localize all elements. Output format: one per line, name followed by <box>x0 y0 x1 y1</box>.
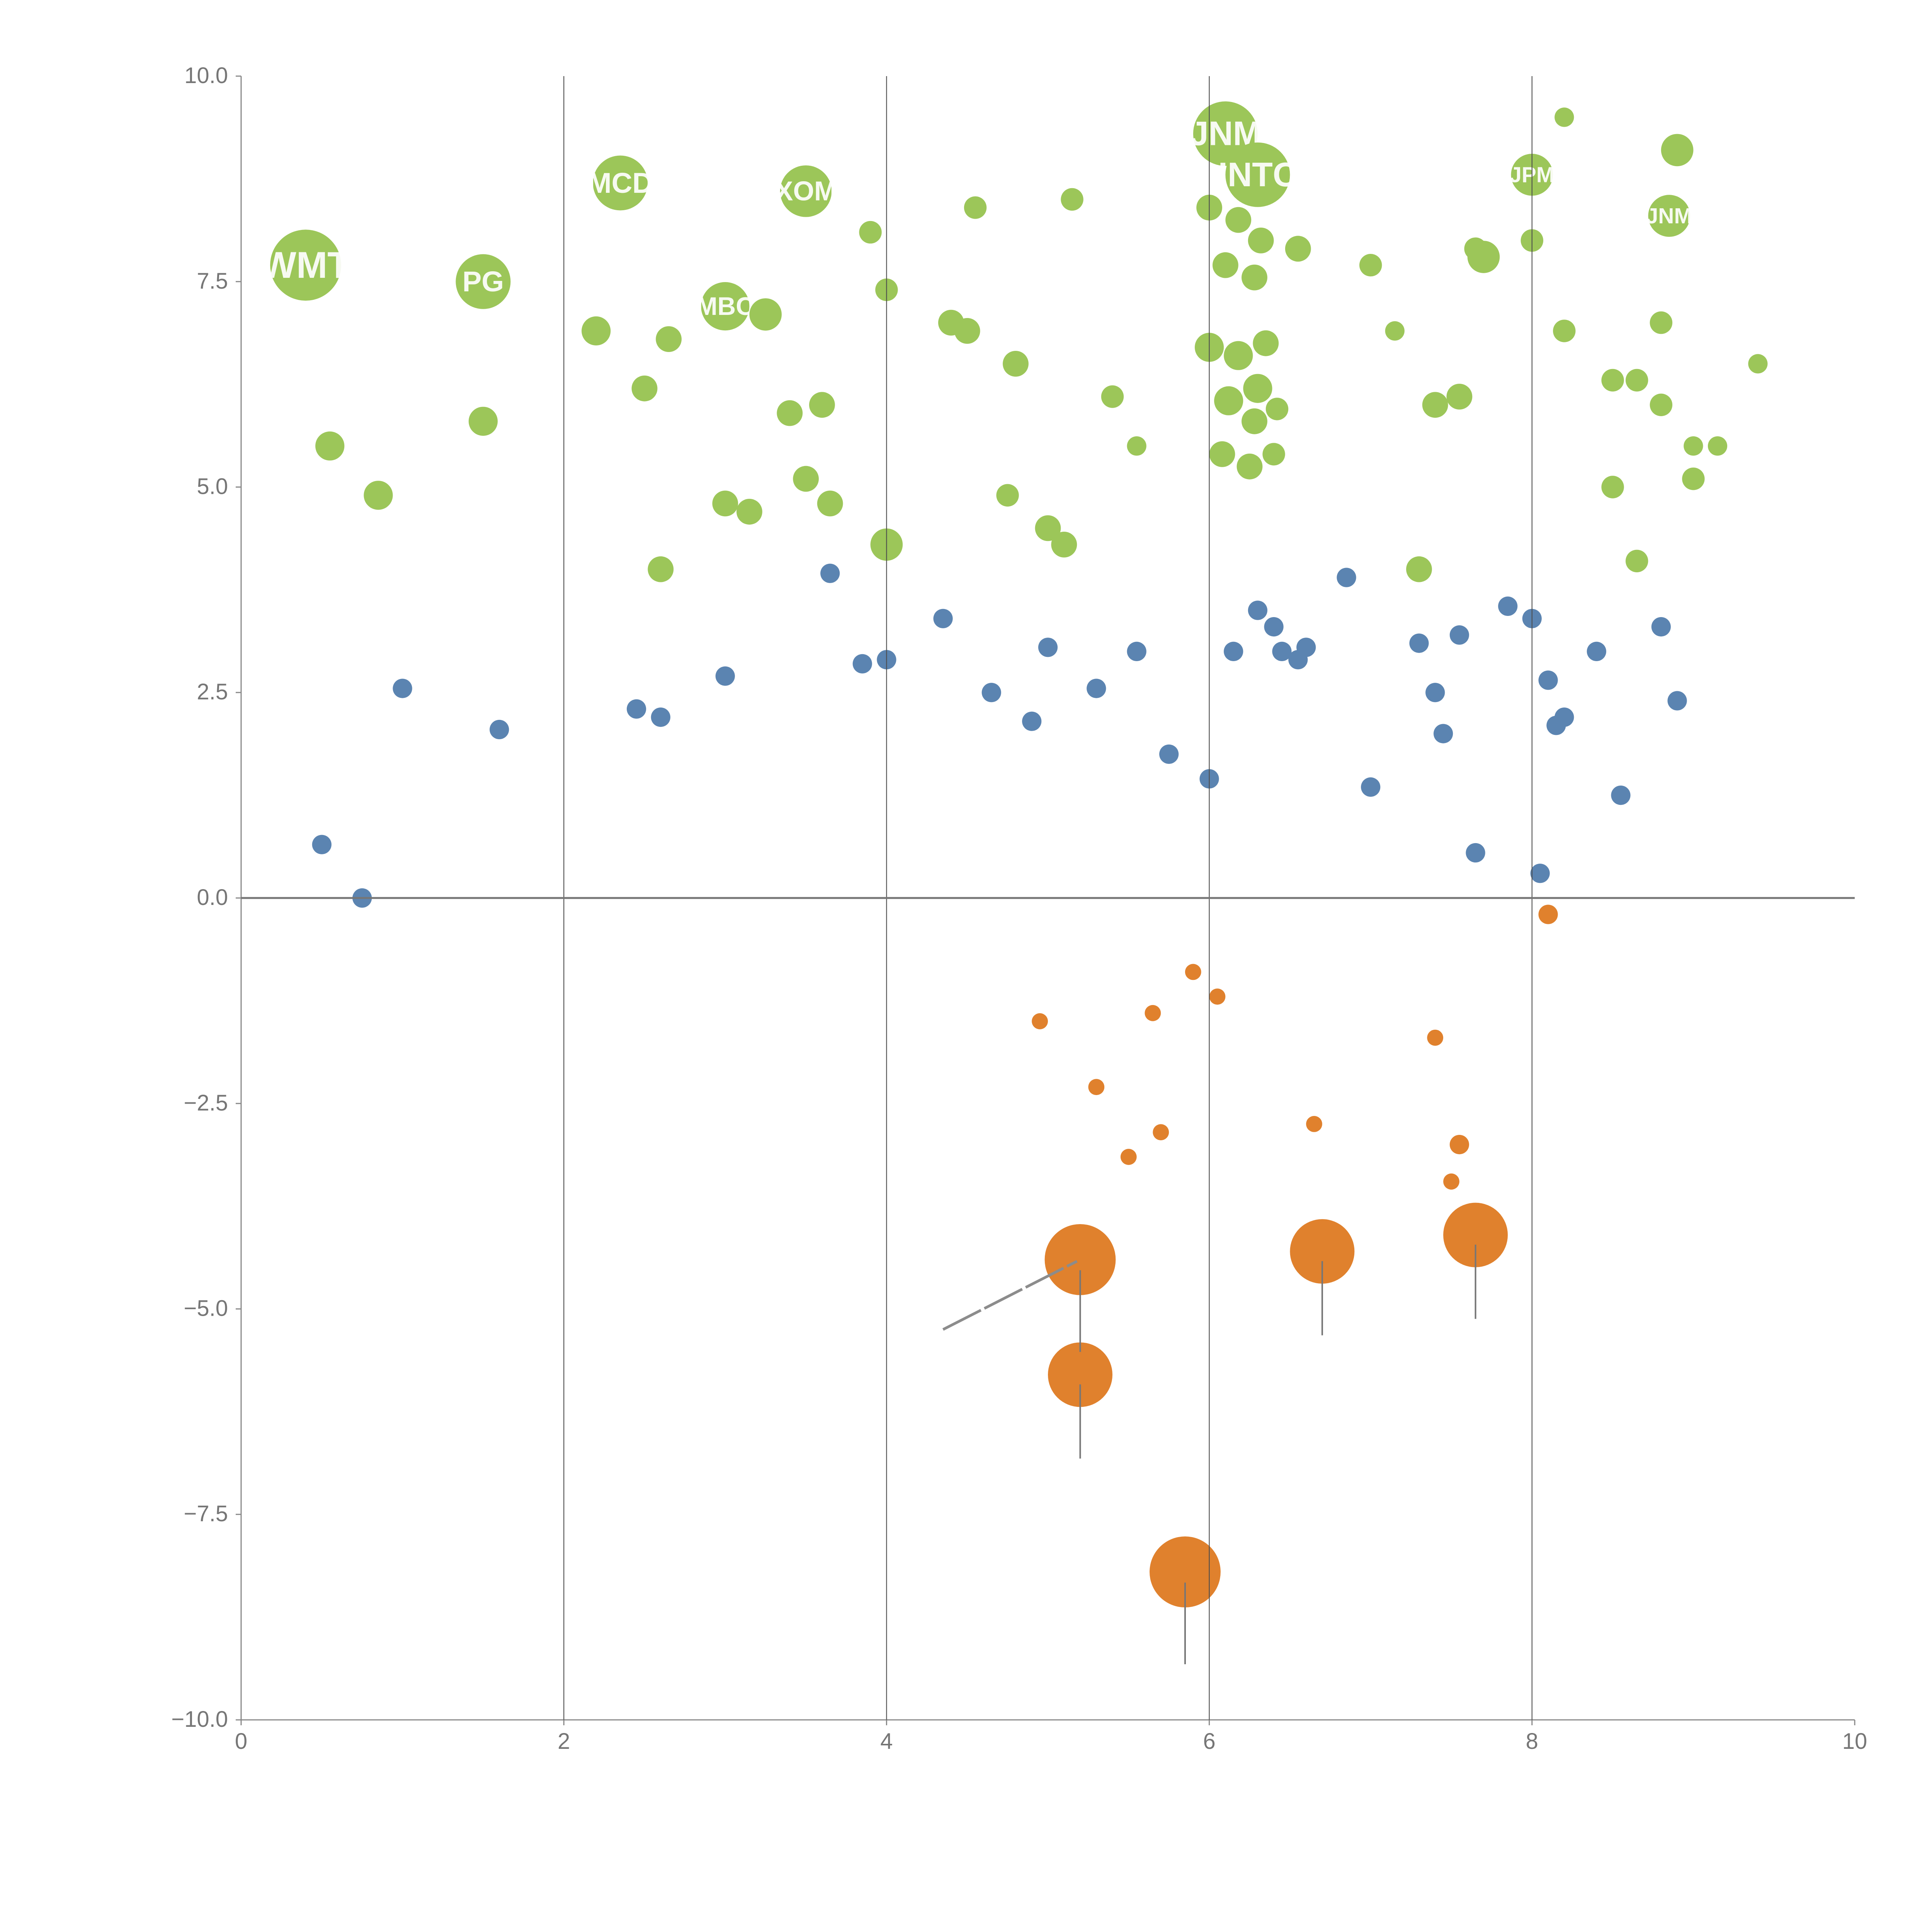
svg-text:MCD: MCD <box>588 167 653 199</box>
svg-text:10.0: 10.0 <box>184 63 228 88</box>
svg-text:2: 2 <box>558 1729 570 1754</box>
svg-text:−2.5: −2.5 <box>184 1090 228 1116</box>
svg-text:2.5: 2.5 <box>197 679 228 704</box>
svg-text:MBC: MBC <box>696 292 754 320</box>
svg-text:0: 0 <box>235 1729 247 1754</box>
svg-text:WMT: WMT <box>261 245 350 286</box>
svg-text:8: 8 <box>1526 1729 1538 1754</box>
svg-text:6: 6 <box>1203 1729 1215 1754</box>
svg-text:PG: PG <box>463 265 504 298</box>
svg-text:5.0: 5.0 <box>197 474 228 499</box>
svg-text:INTC: INTC <box>1218 156 1298 194</box>
svg-text:0.0: 0.0 <box>197 885 228 910</box>
svg-text:−7.5: −7.5 <box>184 1501 228 1526</box>
svg-text:XOM: XOM <box>775 176 837 206</box>
svg-text:10: 10 <box>1842 1729 1867 1754</box>
svg-text:JNM: JNM <box>1646 204 1692 228</box>
svg-text:−5.0: −5.0 <box>184 1296 228 1321</box>
svg-text:4: 4 <box>880 1729 893 1754</box>
svg-text:−10.0: −10.0 <box>171 1707 228 1732</box>
svg-text:7.5: 7.5 <box>197 269 228 294</box>
